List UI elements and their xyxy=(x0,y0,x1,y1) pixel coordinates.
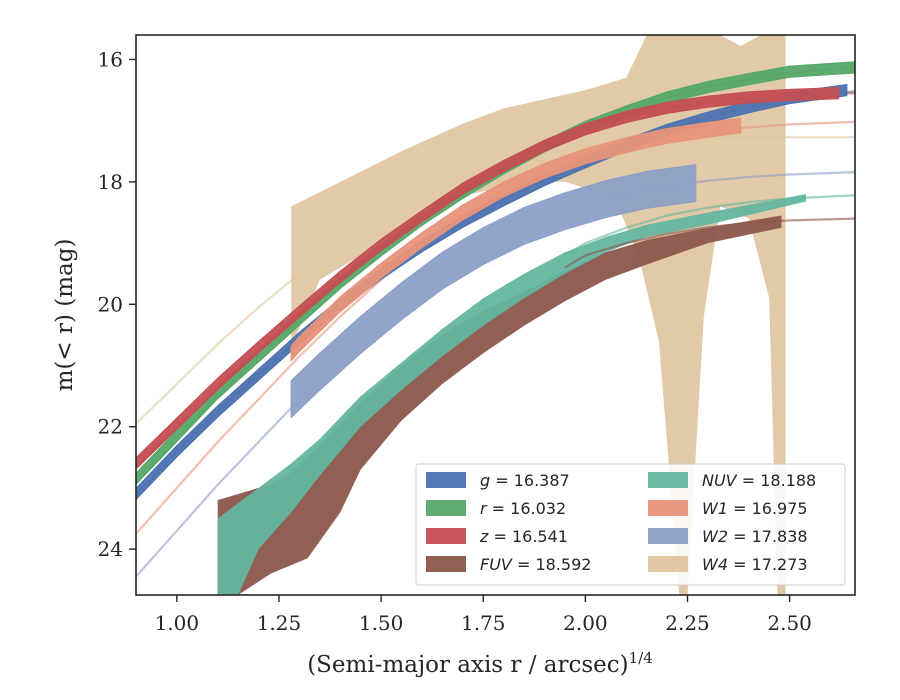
x-tick-label: 1.50 xyxy=(359,611,404,635)
legend-swatch-w4 xyxy=(648,556,688,572)
x-axis-label: (Semi-major axis r / arcsec)1/4 xyxy=(307,649,653,678)
plot-area xyxy=(136,35,855,595)
legend-frame xyxy=(415,463,846,586)
y-tick-label: 24 xyxy=(98,537,123,561)
legend-swatch-g xyxy=(426,472,466,488)
legend-swatch-z xyxy=(426,528,466,544)
profile-w2 xyxy=(290,164,697,419)
legend-swatch-w2 xyxy=(648,528,688,544)
legend-label-w1: W1 = 16.975 xyxy=(702,499,808,518)
x-tick-label: 1.25 xyxy=(257,611,302,635)
legend-label-r: r = 16.032 xyxy=(480,499,566,518)
profile-w1 xyxy=(290,117,742,362)
x-tick-label: 1.00 xyxy=(155,611,200,635)
legend: g = 16.387 r = 16.032 z = 16.541 FUV = 18.5… xyxy=(415,463,846,586)
legend-label-nuv: NUV = 18.188 xyxy=(702,471,816,490)
y-axis: 16 18 20 22 24 xyxy=(98,47,136,561)
legend-swatch-nuv xyxy=(648,472,688,488)
x-tick-label: 2.00 xyxy=(563,611,608,635)
profile-z xyxy=(136,86,840,470)
legend-swatch-fuv xyxy=(426,556,466,572)
legend-label-fuv: FUV = 18.592 xyxy=(480,555,591,574)
x-tick-label: 2.25 xyxy=(665,611,710,635)
legend-label-z: z = 16.541 xyxy=(479,527,568,546)
legend-swatch-r xyxy=(426,500,466,516)
model-curve-fuv xyxy=(564,217,855,269)
x-axis-label-superscript: 1/4 xyxy=(629,649,653,667)
y-tick-label: 18 xyxy=(98,170,123,194)
plot-frame xyxy=(135,34,856,596)
legend-swatch-w1 xyxy=(648,500,688,516)
y-axis-label: m(< r) (mag) xyxy=(52,239,78,392)
model-curve-nuv xyxy=(564,194,855,257)
y-tick-label: 20 xyxy=(98,292,123,316)
x-axis: 1.00 1.25 1.50 1.75 2.00 2.25 2.50 xyxy=(155,595,812,635)
legend-label-w2: W2 = 17.838 xyxy=(702,527,808,546)
y-tick-label: 16 xyxy=(98,47,123,71)
legend-label-w4: W4 = 17.273 xyxy=(702,555,808,574)
band-notch-w4 xyxy=(720,35,761,46)
y-tick-label: 22 xyxy=(98,415,123,439)
band-fuv xyxy=(217,215,782,595)
x-tick-label: 2.50 xyxy=(767,611,812,635)
x-tick-label: 1.75 xyxy=(461,611,506,635)
legend-label-g: g = 16.387 xyxy=(480,471,570,490)
